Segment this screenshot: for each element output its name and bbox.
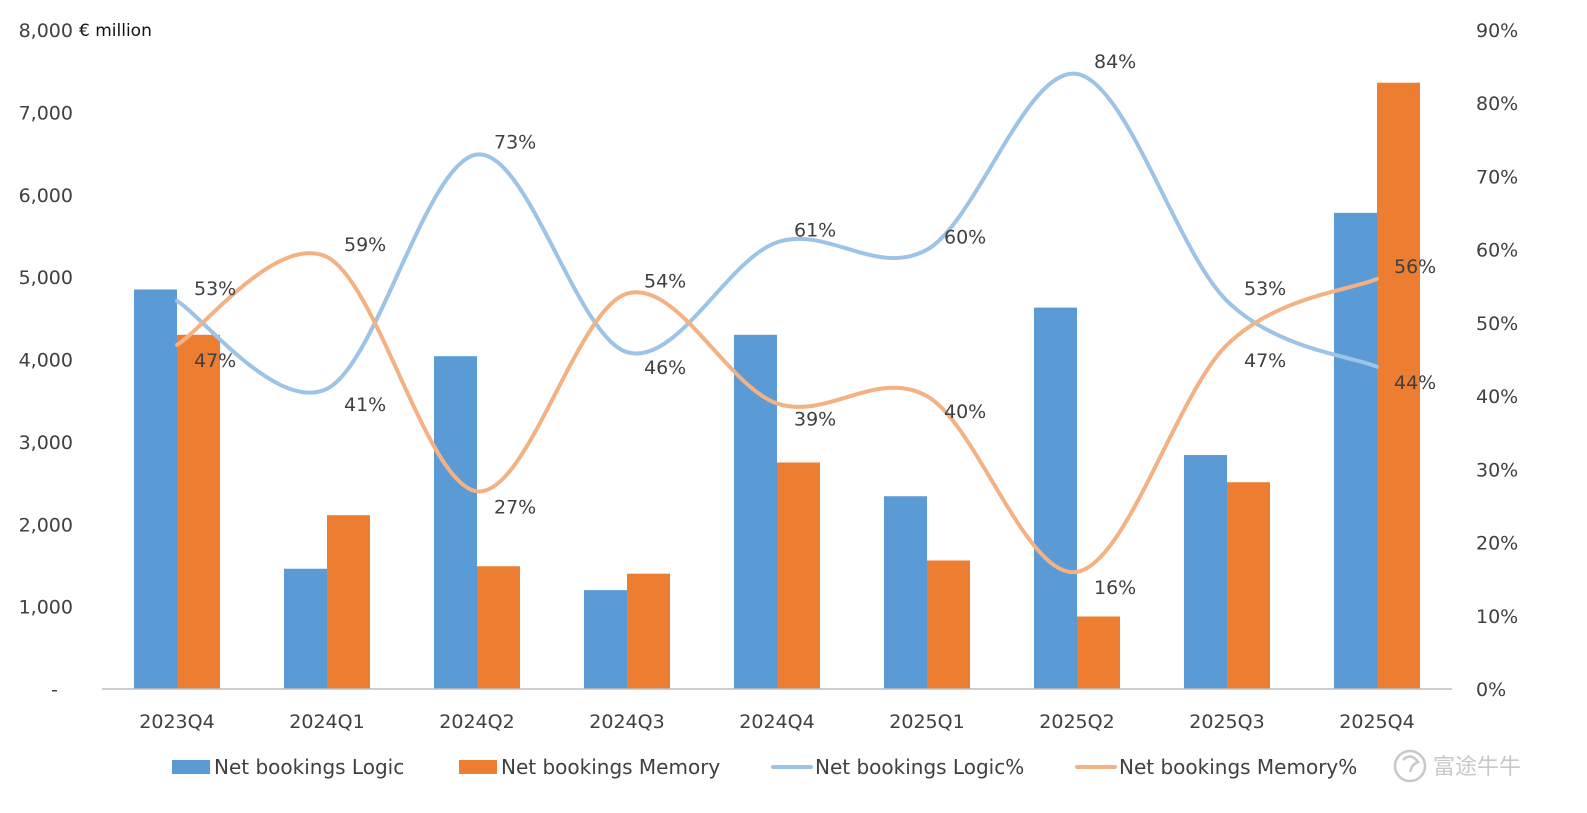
data-label: 60% [944,227,986,249]
x-tick-label: 2025Q3 [1189,711,1264,733]
right-tick-label: 90% [1476,20,1518,42]
legend-label: Net bookings Logic% [815,755,1024,779]
bar [434,356,477,689]
bar [477,566,520,689]
data-label: 44% [1394,372,1436,394]
left-tick-label: - [51,679,58,701]
x-tick-label: 2024Q2 [439,711,514,733]
bar [1184,455,1227,689]
data-label: 41% [344,394,386,416]
bar [327,515,370,689]
left-tick-label: 1,000 [19,597,73,619]
right-tick-label: 10% [1476,606,1518,628]
x-tick-label: 2025Q1 [889,711,964,733]
data-label: 73% [494,131,536,153]
right-tick-label: 60% [1476,240,1518,262]
legend-label: Net bookings Memory% [1119,755,1357,779]
data-labels: 53% 41% 73% 46% 61% 60% 84% 53% 44% 47% 59% 27% 54% 3… [194,51,1436,599]
bar [284,568,327,689]
bar [884,496,927,689]
x-tick-label: 2025Q2 [1039,711,1114,733]
right-tick-label: 30% [1476,459,1518,481]
bar [734,334,777,689]
right-tick-label: 20% [1476,533,1518,555]
x-tick-label: 2024Q4 [739,711,814,733]
legend-label: Net bookings Logic [214,755,404,779]
watermark-text: 富途牛牛 [1433,755,1521,780]
data-label: 54% [644,271,686,293]
data-label: 84% [1094,51,1136,73]
right-tick-label: 80% [1476,93,1518,115]
bars [134,82,1420,690]
legend-label: Net bookings Memory [501,755,720,779]
bar [1227,482,1270,689]
bar [584,590,627,689]
data-label: 56% [1394,256,1436,278]
data-label: 53% [194,278,236,300]
futu-logo-icon [1393,749,1427,783]
right-tick-label: 0% [1476,679,1506,701]
left-tick-label: 5,000 [19,267,73,289]
bar [627,573,670,689]
bar [177,334,220,689]
left-tick-label: 2,000 [19,514,73,536]
bar [1377,82,1420,690]
data-label: 16% [1094,577,1136,599]
left-tick-label: 6,000 [19,185,73,207]
data-label: 46% [644,357,686,379]
data-label: 27% [494,496,536,518]
right-tick-label: 50% [1476,313,1518,335]
lines [175,71,1379,574]
bar [777,462,820,689]
x-tick-label: 2023Q4 [139,711,214,733]
right-tick-label: 70% [1476,166,1518,188]
logic-pct-line [175,71,1379,395]
left-tick-label: 7,000 [19,102,73,124]
left-axis-ticks: - 1,000 2,000 3,000 4,000 5,000 6,000 7,000 8,00… [19,20,73,701]
left-axis-unit-label: € million [79,21,152,41]
bar [927,560,970,689]
right-axis-ticks: 0% 10% 20% 30% 40% 50% 60% 70% 80% 90% [1476,20,1518,701]
legend: Net bookings Logic Net bookings Memory Net… [172,755,1357,779]
x-tick-label: 2025Q4 [1339,711,1414,733]
bar [1334,212,1377,689]
data-label: 47% [194,350,236,372]
data-label: 39% [794,408,836,430]
watermark: 富途牛牛 [1393,749,1521,783]
left-tick-label: 8,000 [19,20,73,42]
left-tick-label: 4,000 [19,350,73,372]
left-tick-label: 3,000 [19,432,73,454]
memory-pct-line [175,251,1379,574]
x-tick-label: 2024Q3 [589,711,664,733]
legend-swatch [459,760,497,774]
bar [1077,616,1120,689]
bar [1034,307,1077,689]
legend-swatch [172,760,210,774]
right-tick-label: 40% [1476,386,1518,408]
data-label: 61% [794,219,836,241]
data-label: 53% [1244,278,1286,300]
bar [134,289,177,689]
x-tick-label: 2024Q1 [289,711,364,733]
data-label: 40% [944,401,986,423]
data-label: 47% [1244,350,1286,372]
x-axis-ticks: 2023Q4 2024Q1 2024Q2 2024Q3 2024Q4 2025Q1 2025… [139,711,1414,733]
data-label: 59% [344,234,386,256]
